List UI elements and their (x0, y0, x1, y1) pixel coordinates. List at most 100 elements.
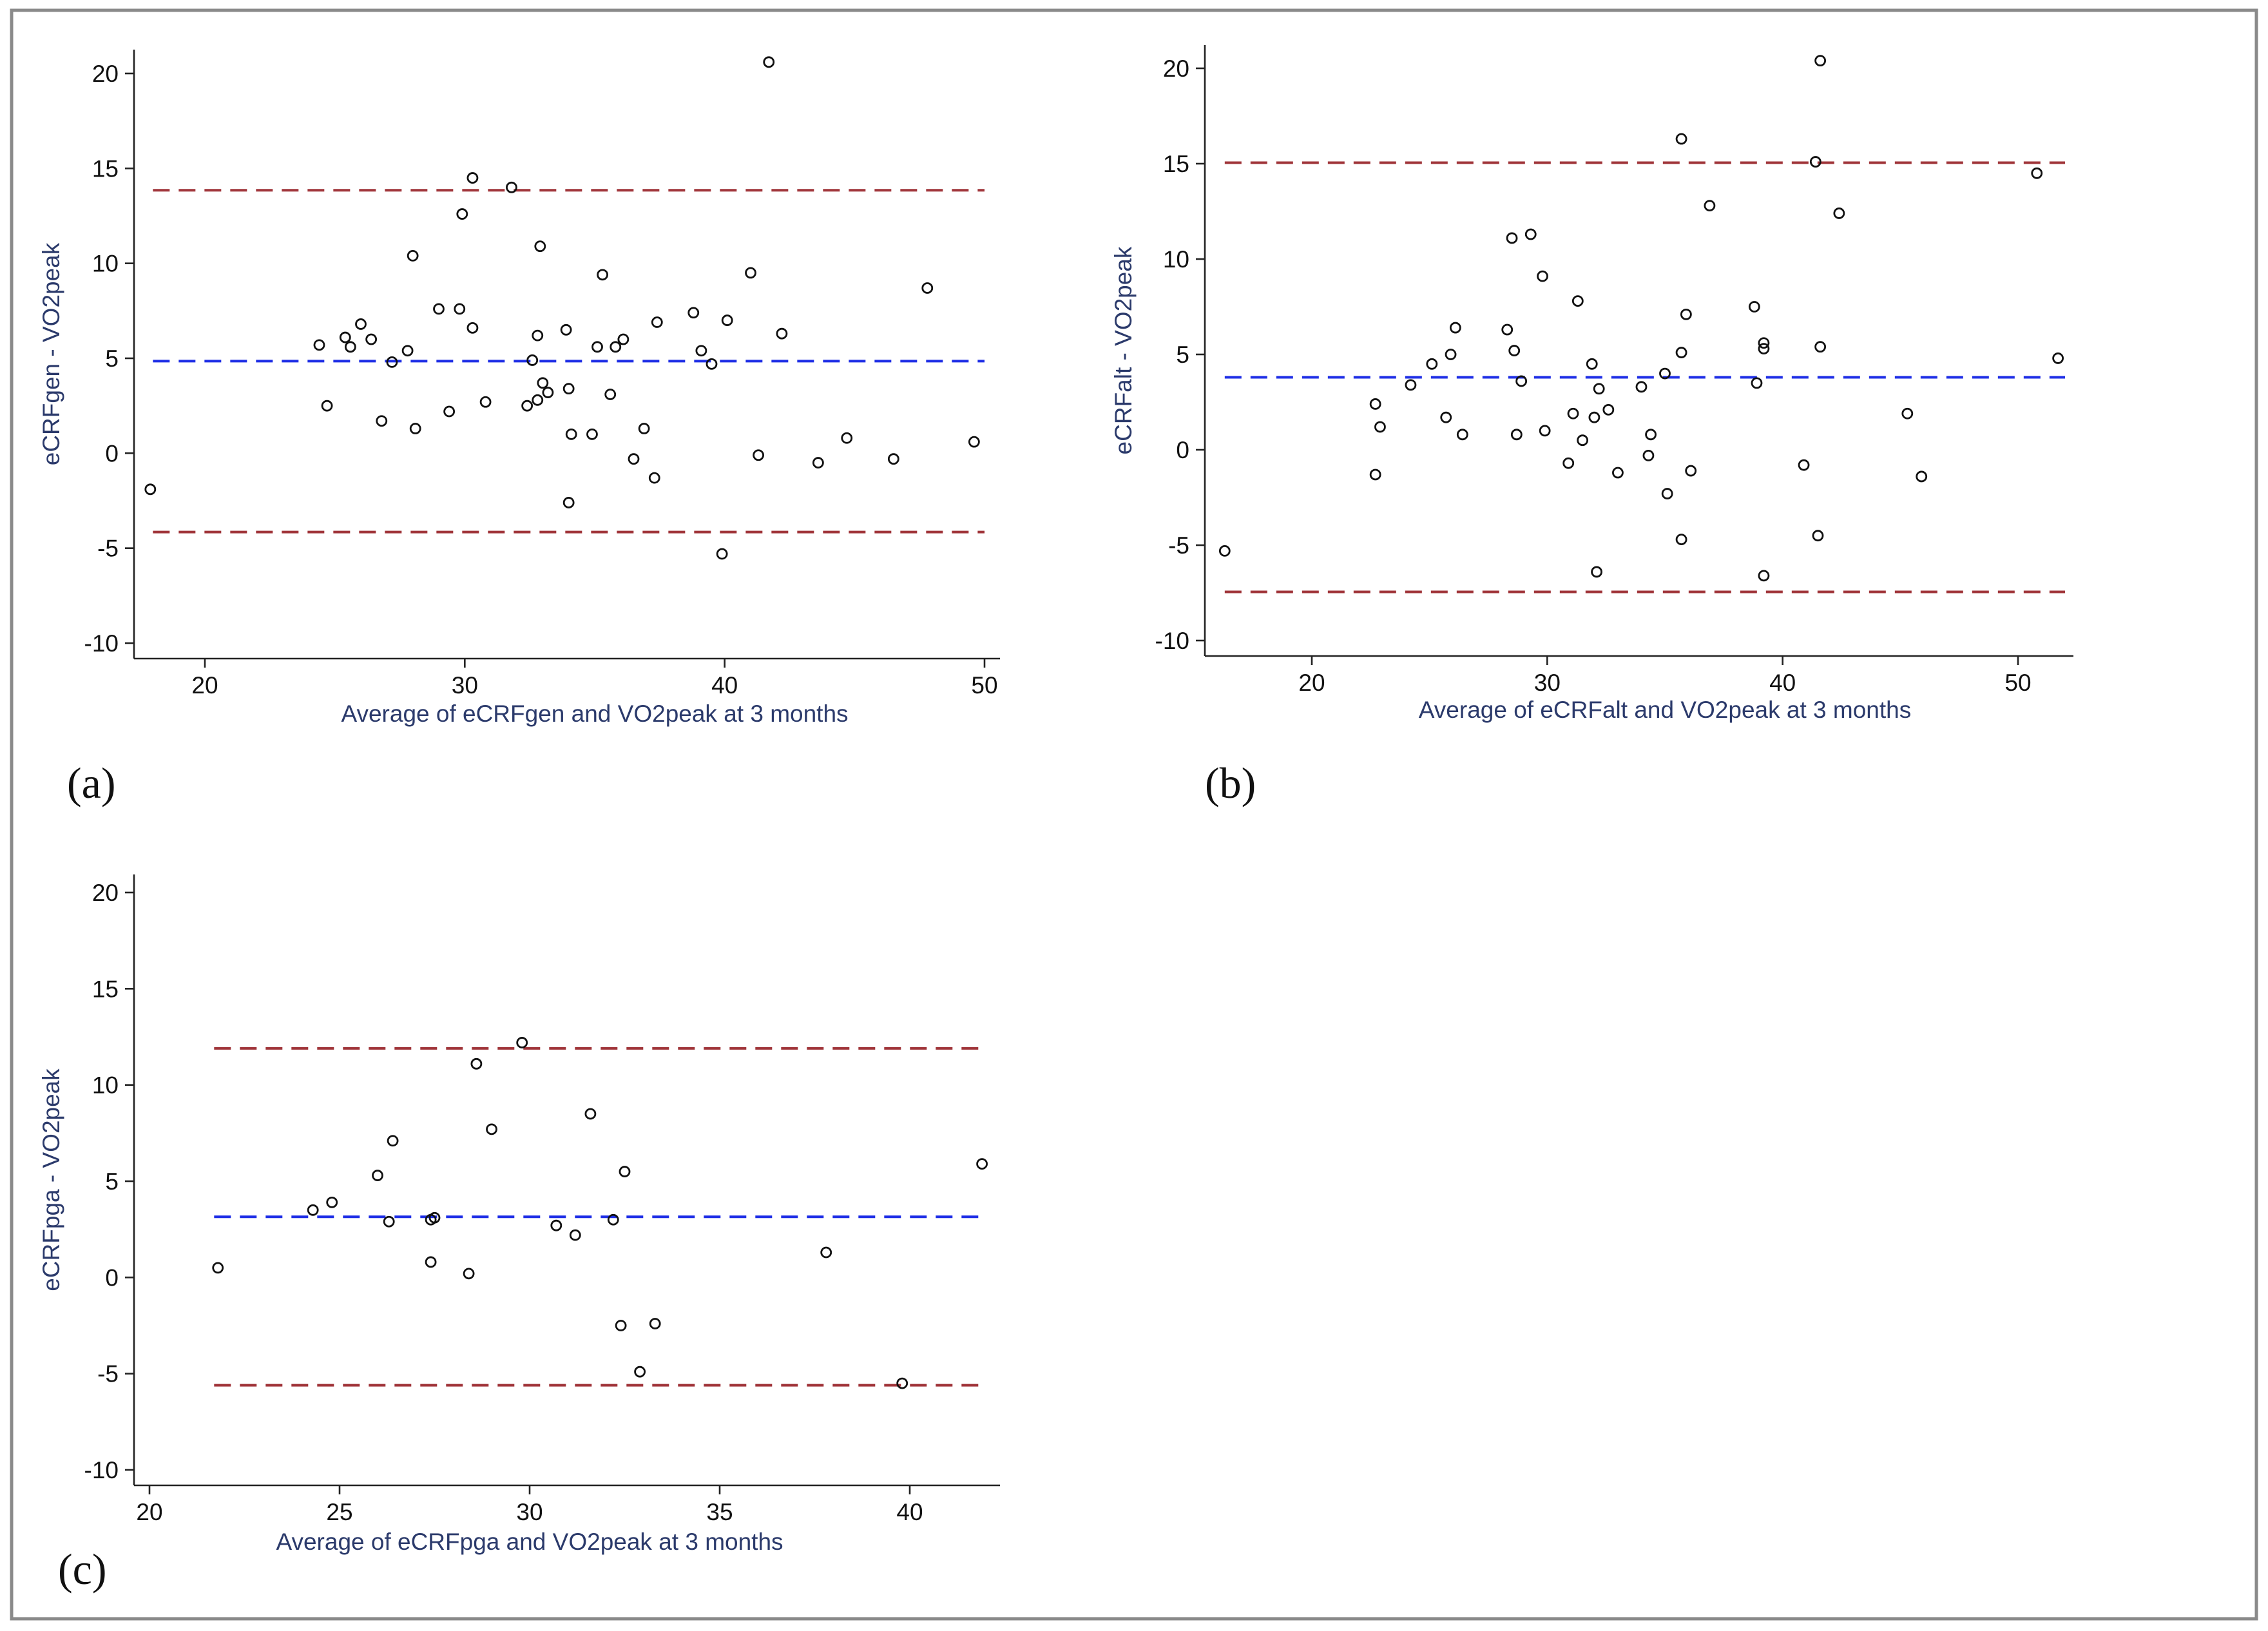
data-point (1916, 470, 1928, 483)
data-point (383, 1215, 395, 1228)
x-tick-label: 30 (452, 672, 478, 699)
data-point (425, 1256, 437, 1268)
data-point (591, 341, 603, 353)
data-point (550, 1219, 562, 1231)
y-tick-label: 5 (105, 345, 119, 372)
panel-label: (a) (67, 758, 115, 807)
x-tick-label: 50 (2004, 670, 2031, 696)
data-point (706, 358, 718, 370)
data-point (326, 1196, 338, 1208)
data-point (1562, 457, 1575, 469)
data-point (376, 415, 388, 427)
data-point (1456, 429, 1468, 441)
panel-c: -10 -5 0 5 10 15 20 20 25 30 35 40 Average of eCRFpg… (38, 874, 1000, 1594)
data-point (2052, 352, 2064, 364)
data-point (1537, 270, 1548, 282)
data-point (1814, 55, 1827, 67)
x-tick-label: 30 (1534, 670, 1561, 696)
panel-label: (c) (58, 1545, 106, 1594)
data-point (1635, 381, 1648, 393)
data-point (1508, 345, 1521, 356)
data-point (1506, 232, 1518, 244)
data-point (1524, 228, 1537, 240)
data-point (1659, 367, 1671, 380)
data-point (610, 341, 622, 353)
x-axis-label: Average of eCRFpga and VO2peak at 3 mont… (276, 1529, 783, 1555)
data-point (1675, 534, 1687, 546)
data-point (409, 423, 421, 434)
data-point (355, 318, 367, 330)
data-point (443, 405, 456, 418)
data-point (763, 56, 775, 68)
data-point (1593, 383, 1605, 395)
data-point (1642, 449, 1655, 461)
data-point (212, 1262, 224, 1274)
data-point (1758, 570, 1770, 582)
data-point (321, 400, 333, 412)
data-point (1612, 467, 1624, 479)
data-point (687, 307, 700, 319)
x-axis-label: Average of eCRFgen and VO2peak at 3 mont… (341, 700, 848, 727)
data-point (562, 497, 575, 508)
data-point (506, 181, 517, 193)
data-point (387, 1135, 399, 1147)
data-point (532, 394, 544, 406)
data-point (896, 1377, 908, 1389)
data-point (1645, 429, 1657, 441)
data-point (1567, 407, 1579, 420)
data-point (651, 316, 663, 328)
y-tick-label: 5 (1176, 342, 1189, 368)
data-point (1758, 337, 1770, 349)
data-point (463, 1268, 475, 1280)
data-point (649, 1318, 661, 1329)
data-point (584, 1108, 597, 1120)
data-point (307, 1204, 319, 1216)
data-point (560, 323, 572, 336)
data-point (470, 1057, 483, 1070)
data-point (386, 356, 398, 368)
data-point (521, 400, 533, 412)
data-point (1586, 358, 1598, 370)
y-tick-label: 10 (92, 1072, 119, 1099)
data-point (1445, 349, 1457, 360)
data-point (634, 1366, 646, 1378)
data-point (1833, 207, 1845, 219)
data-point (144, 483, 157, 496)
y-tick-label: -5 (1168, 532, 1189, 559)
data-point (812, 457, 824, 468)
data-point (721, 314, 733, 326)
data-point (604, 389, 617, 400)
data-point (1426, 358, 1438, 370)
y-tick-label: 20 (92, 61, 119, 87)
data-point (428, 1211, 441, 1224)
data-point (1515, 375, 1528, 387)
x-tick-label: 20 (191, 672, 218, 699)
panel-a: -10 -5 0 5 10 15 20 20 30 40 50 Average of eCRFgen … (38, 50, 1000, 807)
x-tick-label: 40 (711, 672, 738, 699)
data-point (1748, 301, 1760, 313)
y-tick-label: -10 (84, 630, 119, 657)
data-point (433, 303, 445, 315)
data-point (745, 267, 756, 279)
data-point (695, 345, 707, 357)
y-tick-label: -5 (97, 536, 119, 562)
y-tick-label: -10 (84, 1457, 119, 1483)
data-point (1661, 488, 1673, 499)
x-tick-label: 35 (706, 1499, 733, 1525)
data-point (562, 383, 575, 395)
data-point (456, 208, 468, 220)
data-point (753, 449, 764, 461)
data-point (407, 249, 419, 262)
data-point (1588, 411, 1600, 423)
data-point (2031, 167, 2043, 179)
y-axis-label: eCRFpga - VO2peak (38, 1068, 64, 1291)
data-point (454, 303, 466, 315)
data-point (532, 329, 544, 342)
data-point (1680, 308, 1692, 320)
x-tick-label: 30 (516, 1499, 543, 1525)
y-tick-label: 15 (92, 976, 119, 1002)
data-point (615, 1320, 627, 1331)
data-point (1602, 403, 1615, 416)
data-point (1751, 377, 1763, 389)
data-point (617, 333, 629, 345)
